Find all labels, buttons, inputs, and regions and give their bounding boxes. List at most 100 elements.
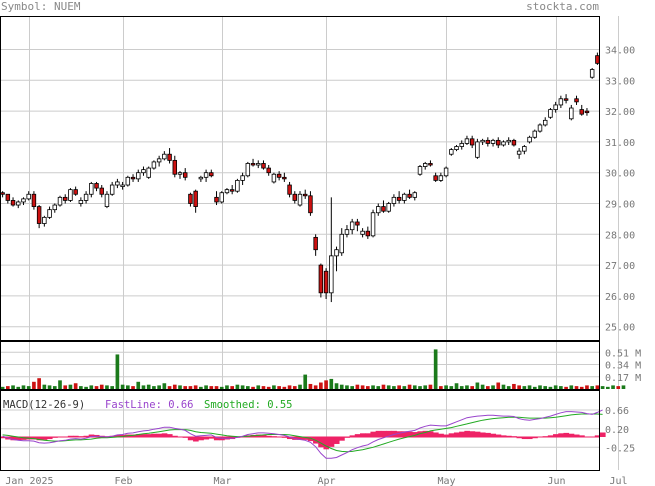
candle-body	[569, 107, 574, 120]
macd-histogram-bar	[307, 437, 314, 442]
volume-bar	[110, 386, 114, 389]
candle-body	[5, 193, 11, 201]
volume-bar	[11, 385, 15, 389]
macd-histogram-bar	[73, 435, 79, 437]
macd-histogram-bar	[547, 435, 554, 437]
candle-body	[506, 139, 511, 143]
volume-bar	[397, 385, 401, 389]
candle-body	[454, 146, 459, 151]
macd-histogram-bar	[401, 431, 408, 437]
candle-body	[412, 192, 418, 198]
macd-histogram-bar	[67, 435, 74, 437]
macd-smoothed-line	[2, 413, 603, 453]
volume-bar	[6, 386, 10, 389]
volume-bar	[199, 386, 203, 389]
volume-bar	[0, 386, 5, 389]
volume-bar	[313, 385, 318, 389]
macd-histogram-bar	[323, 437, 330, 450]
macd-title: MACD(12-26-9)	[3, 399, 85, 411]
candle-body	[365, 230, 371, 237]
candle-body	[256, 163, 261, 166]
macd-histogram-bar	[88, 434, 95, 437]
macd-histogram-bar	[193, 437, 199, 442]
macd-histogram-bar	[15, 437, 22, 441]
volume-bar	[193, 385, 198, 389]
volume-tick-label: 0.34 M	[605, 361, 641, 372]
macd-histogram-bar	[521, 437, 528, 440]
candle-body	[21, 198, 26, 203]
candle-body	[172, 159, 178, 175]
candle-body	[449, 149, 454, 155]
volume-bars	[0, 349, 626, 389]
volume-bar	[167, 386, 172, 389]
macd-histogram-bar	[198, 437, 204, 441]
grid-lines	[0, 16, 619, 470]
price-tick-label: 26.00	[605, 292, 635, 303]
macd-histogram-bar	[594, 435, 601, 437]
candle-body	[438, 175, 444, 181]
candle-body	[542, 119, 548, 126]
macd-histogram-bar	[433, 432, 439, 437]
volume-bar	[538, 385, 542, 389]
volume-bar	[47, 385, 52, 389]
candle-body	[162, 153, 167, 160]
candle-body	[595, 55, 600, 64]
macd-histogram-bar	[135, 434, 142, 437]
candle-body	[407, 193, 412, 198]
candle-body	[548, 109, 553, 118]
volume-bar	[392, 386, 396, 389]
candle-body	[16, 201, 21, 206]
volume-bar	[282, 386, 287, 389]
price-tick-label: 34.00	[605, 46, 635, 57]
volume-bar	[214, 386, 219, 389]
macd-histogram-bar	[500, 435, 507, 437]
candle-body	[475, 141, 480, 158]
volume-bar	[131, 386, 135, 389]
volume-bar	[58, 380, 62, 389]
candle-body	[443, 167, 449, 177]
macd-histogram-bar	[396, 431, 403, 437]
candle-body	[109, 184, 115, 195]
volume-bar	[84, 386, 88, 389]
macd-histogram-bar	[114, 434, 121, 437]
candle-body	[240, 175, 245, 181]
volume-bar	[475, 382, 480, 389]
macd-histogram-bar	[354, 434, 361, 437]
volume-bar	[261, 386, 266, 389]
macd-panel-frame	[0, 390, 600, 471]
candle-body	[344, 229, 350, 235]
macd-histogram-bar	[412, 432, 418, 437]
volume-bar	[235, 384, 240, 389]
volume-bar	[412, 385, 417, 389]
candle-body	[282, 176, 287, 180]
volume-bar	[329, 378, 334, 389]
macd-histogram-bar	[156, 433, 163, 437]
volume-bar	[496, 382, 501, 389]
macd-fast-line	[2, 409, 603, 459]
date-tick-label: Jun	[547, 476, 565, 486]
candle-body	[563, 98, 569, 101]
volume-bar	[298, 384, 302, 389]
volume-bar	[616, 386, 621, 389]
macd-histogram-bar	[161, 433, 168, 437]
date-tick-label: Apr	[317, 476, 335, 486]
candle-body	[469, 138, 475, 146]
macd-histogram-bar	[448, 433, 455, 437]
candle-body	[266, 167, 271, 174]
volume-bar	[73, 383, 78, 389]
macd-histogram-bar	[151, 433, 157, 437]
volume-bar	[465, 385, 469, 389]
candle-body	[558, 98, 564, 106]
volume-bar	[350, 386, 354, 389]
candle-body	[78, 200, 84, 204]
macd-histogram-bar	[506, 435, 512, 437]
macd-histogram-bar	[579, 435, 585, 437]
candle-body	[522, 146, 527, 152]
volume-bar	[136, 381, 141, 389]
volume-bar	[172, 384, 177, 389]
volume-bar	[360, 385, 365, 389]
candle-body	[323, 270, 329, 294]
candle-body	[391, 196, 397, 204]
volume-bar	[99, 384, 104, 389]
